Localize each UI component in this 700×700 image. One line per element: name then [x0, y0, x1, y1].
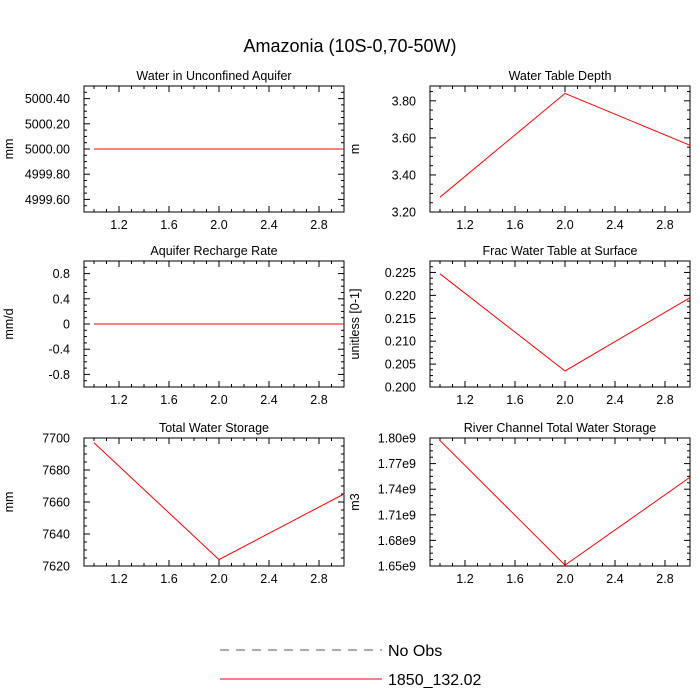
x-tick-label: 2.0 [556, 572, 573, 586]
y-tick-label: 1.65e9 [378, 560, 416, 574]
y-axis-label: unitless [0-1] [348, 289, 362, 360]
x-tick-label: 2.0 [210, 393, 227, 407]
chart-panel-1: Water in Unconfined Aquifer 1.2 1.6 2.0 2.4 2… [2, 69, 345, 232]
y-tick-label: 5000.40 [25, 92, 70, 106]
x-tick-label: 2.4 [260, 572, 277, 586]
y-tick-label: 5000.00 [25, 143, 70, 157]
x-tick-label: 2.4 [606, 393, 623, 407]
y-tick-label: 7700 [42, 432, 70, 446]
x-tick-label: 1.2 [456, 572, 473, 586]
x-tick-label: 2.8 [310, 218, 327, 232]
y-axis-label: mm/d [2, 308, 16, 339]
x-tick-label: 2.0 [210, 572, 227, 586]
chart-title: Frac Water Table at Surface [483, 244, 638, 258]
y-tick-label: -0.4 [48, 343, 70, 357]
chart-title: Water Table Depth [509, 69, 612, 83]
y-tick-label: 1.74e9 [378, 483, 416, 497]
y-tick-label: 4999.60 [25, 193, 70, 207]
plot-frame [429, 260, 691, 388]
y-tick-label: 0.8 [53, 267, 70, 281]
chart-panel-3: Aquifer Recharge Rate 1.2 1.6 2.0 2.4 2.8 -0.8… [2, 244, 345, 407]
legend-no-obs-label: No Obs [388, 643, 442, 660]
y-tick-label: 0.225 [385, 266, 416, 280]
x-tick-label: 2.8 [310, 572, 327, 586]
y-tick-label: 0.215 [385, 312, 416, 326]
x-tick-label: 2.8 [656, 393, 673, 407]
series-line [439, 92, 691, 198]
y-tick-label: 0.210 [385, 335, 416, 349]
series-line [93, 442, 345, 561]
y-tick-label: 1.68e9 [378, 534, 416, 548]
x-tick-label: 1.6 [160, 218, 177, 232]
x-tick-label: 1.6 [160, 393, 177, 407]
x-tick-label: 1.2 [456, 218, 473, 232]
y-tick-label: 7640 [42, 528, 70, 542]
legend-series-label: 1850_132.02 [388, 672, 482, 689]
y-axis-label: m3 [348, 493, 362, 510]
chart-panel-2: Water Table Depth 1.2 1.6 2.0 2.4 2.8 3.20 3.40… [348, 69, 691, 232]
x-tick-label: 2.0 [556, 393, 573, 407]
series-line [439, 440, 691, 566]
x-tick-label: 1.2 [110, 218, 127, 232]
x-tick-label: 2.4 [260, 393, 277, 407]
y-tick-label: -0.8 [48, 368, 70, 382]
y-tick-label: 0.4 [53, 292, 70, 306]
y-tick-label: 0.220 [385, 289, 416, 303]
y-tick-label: 7660 [42, 496, 70, 510]
y-tick-label: 4999.80 [25, 168, 70, 182]
x-tick-label: 2.4 [260, 218, 277, 232]
y-tick-label: 3.60 [392, 131, 416, 145]
y-tick-label: 1.71e9 [378, 508, 416, 522]
x-tick-label: 1.2 [456, 393, 473, 407]
y-tick-label: 1.77e9 [378, 457, 416, 471]
chart-panel-5: Total Water Storage 1.2 1.6 2.0 2.4 2.8 7620 76… [2, 421, 345, 586]
plot-frame [429, 85, 691, 213]
x-tick-label: 1.2 [110, 393, 127, 407]
x-tick-label: 2.0 [556, 218, 573, 232]
y-tick-label: 0 [63, 318, 70, 332]
y-axis-label: m [348, 144, 362, 154]
x-tick-label: 2.4 [606, 572, 623, 586]
y-axis-label: mm [2, 492, 16, 513]
x-tick-label: 2.8 [656, 218, 673, 232]
x-tick-label: 2.8 [310, 393, 327, 407]
plot-frame [83, 437, 345, 567]
y-tick-label: 3.80 [392, 94, 416, 108]
x-tick-label: 2.4 [606, 218, 623, 232]
chart-title: River Channel Total Water Storage [464, 421, 657, 435]
y-tick-label: 3.20 [392, 206, 416, 220]
chart-panel-4: Frac Water Table at Surface 1.2 1.6 2.0 2.4 2… [348, 244, 691, 407]
y-tick-label: 0.205 [385, 358, 416, 372]
chart-title: Total Water Storage [159, 421, 269, 435]
x-tick-label: 2.0 [210, 218, 227, 232]
chart-title: Water in Unconfined Aquifer [136, 69, 291, 83]
x-tick-label: 1.6 [506, 393, 523, 407]
y-tick-label: 7680 [42, 464, 70, 478]
series-line [439, 273, 691, 372]
figure-title: Amazonia (10S-0,70-50W) [243, 36, 456, 56]
x-tick-label: 1.6 [160, 572, 177, 586]
x-tick-label: 1.2 [110, 572, 127, 586]
legend: No Obs 1850_132.02 [220, 643, 482, 689]
x-tick-label: 1.6 [506, 218, 523, 232]
y-tick-label: 7620 [42, 560, 70, 574]
y-axis-label: mm [2, 139, 16, 160]
x-tick-label: 2.8 [656, 572, 673, 586]
y-tick-label: 3.40 [392, 168, 416, 182]
x-tick-label: 1.6 [506, 572, 523, 586]
plot-frame [429, 437, 691, 567]
chart-title: Aquifer Recharge Rate [150, 244, 277, 258]
y-tick-label: 0.200 [385, 381, 416, 395]
y-tick-label: 5000.20 [25, 117, 70, 131]
y-tick-label: 1.80e9 [378, 432, 416, 446]
chart-panel-6: River Channel Total Water Storage 1.2 1.6 2… [348, 421, 691, 586]
